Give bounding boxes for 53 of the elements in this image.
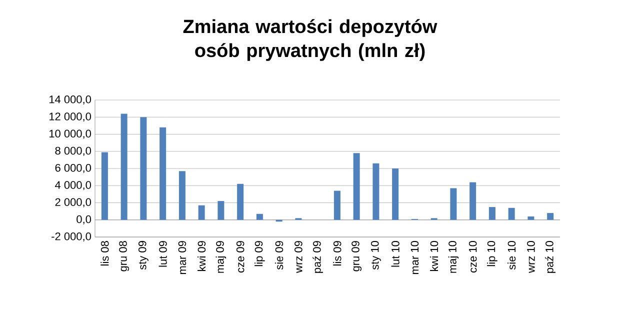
- bar: [120, 114, 128, 220]
- bar: [450, 188, 457, 220]
- bar: [372, 163, 380, 220]
- x-tick-label: maj 09: [216, 241, 226, 273]
- x-tick-label: sty 10: [370, 240, 381, 270]
- x-tick-label: maj 10: [448, 240, 459, 273]
- x-tick-label: gru 09: [352, 241, 362, 272]
- x-tick-label: sie 10: [508, 240, 516, 270]
- y-tick-label: 6 000,0: [55, 164, 92, 174]
- x-tick-label: kwi 09: [198, 241, 206, 271]
- y-tick-label: 0,0: [76, 215, 92, 224]
- x-tick-label: sty 09: [138, 241, 148, 270]
- x-tick-label: kwi 10: [430, 240, 438, 271]
- bar: [237, 184, 244, 220]
- bar: [256, 214, 263, 220]
- x-tick-label: wrz 10: [527, 240, 535, 273]
- bar: [140, 117, 147, 220]
- x-tick-label: wrz 09: [294, 241, 302, 273]
- x-tick-label: lut 09: [158, 241, 167, 267]
- x-tick-label: lip 09: [254, 241, 265, 266]
- x-tick-label: lip 10: [487, 240, 498, 266]
- x-tick-label: paź 10: [545, 240, 556, 273]
- x-tick-label: gru 08: [119, 241, 130, 272]
- bar: [528, 216, 534, 220]
- x-tick-label: lis 09: [333, 241, 342, 266]
- y-tick-label: 2 000,0: [55, 198, 92, 208]
- y-tick-label: 4 000,0: [55, 181, 92, 190]
- bar: [470, 182, 476, 220]
- bar: [488, 207, 496, 220]
- bar: [334, 190, 340, 220]
- x-tick-label: lis 08: [100, 241, 109, 266]
- bar: [160, 127, 166, 220]
- bar: [101, 152, 108, 220]
- x-tick-label: lut 10: [391, 240, 400, 267]
- x-tick-label: cze 10: [468, 240, 477, 272]
- bar: [508, 208, 515, 220]
- x-tick-label: mar 09: [178, 241, 186, 274]
- x-tick-label: mar 10: [410, 240, 419, 274]
- bar: [218, 201, 224, 220]
- y-tick-label: -2 000,0: [52, 232, 92, 242]
- x-tick-label: cze 09: [236, 241, 244, 272]
- x-tick-label: paź 09: [312, 241, 323, 273]
- y-tick-label: 12 000,0: [49, 112, 92, 122]
- y-tick-label: 10 000,0: [49, 130, 92, 139]
- bar: [392, 168, 399, 220]
- y-tick-label: 14 000,0: [49, 95, 92, 105]
- bar: [547, 213, 554, 220]
- bar: [178, 171, 186, 220]
- chart-title: Zmiana wartości depozytów osób prywatnych (mln zł): [183, 19, 438, 61]
- bar: [353, 153, 360, 220]
- y-tick-label: 8 000,0: [55, 146, 92, 156]
- x-tick-label: sie 09: [275, 241, 284, 270]
- bar: [198, 205, 205, 220]
